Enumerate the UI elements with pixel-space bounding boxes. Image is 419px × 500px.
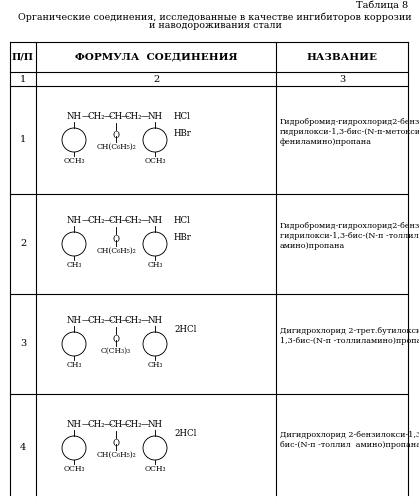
Text: 2: 2 [20,240,26,248]
Text: —: — [103,316,112,325]
Text: O: O [112,235,119,244]
Text: OCH₃: OCH₃ [63,465,85,473]
Text: O: O [112,131,119,140]
Text: и наводороживания стали: и наводороживания стали [149,21,282,30]
Text: C(CH₃)₃: C(CH₃)₃ [101,347,131,355]
Text: Гидробромид-гидрохлорид2-бенз-
гидрилокси-1,3-бис-(N-п -толлил-
амино)пропана: Гидробромид-гидрохлорид2-бенз- гидрилокс… [280,222,419,250]
Text: —: — [103,420,112,429]
Text: 3: 3 [20,340,26,348]
Text: CH₂: CH₂ [124,316,142,325]
Text: —: — [103,216,112,225]
Text: CH₂: CH₂ [124,420,142,429]
Text: 2HCl: 2HCl [174,428,197,438]
Text: —: — [121,420,129,429]
Text: —: — [121,112,129,121]
Text: CH(C₆H₅)₂: CH(C₆H₅)₂ [96,451,136,459]
Text: —: — [141,316,149,325]
Text: Дигидрохлорид 2-трет.бутилокси-
1,3-бис-(N-п -толлиламино)пропана: Дигидрохлорид 2-трет.бутилокси- 1,3-бис-… [280,327,419,345]
Text: —: — [82,112,91,121]
Text: CH₂: CH₂ [87,216,105,225]
Text: CH₃: CH₃ [147,261,163,269]
Text: NH: NH [147,316,163,325]
Text: 2: 2 [153,74,159,84]
Text: CH₂: CH₂ [87,112,105,121]
Text: OCH₃: OCH₃ [144,157,166,165]
Text: OCH₃: OCH₃ [144,465,166,473]
Text: —: — [141,216,149,225]
Text: CH: CH [109,420,123,429]
Text: NH: NH [67,420,82,429]
Text: CH: CH [109,316,123,325]
Text: —: — [82,420,91,429]
Text: —: — [82,216,91,225]
Text: NH: NH [147,112,163,121]
Text: 2HCl: 2HCl [174,324,197,334]
Text: Гидробромид-гидрохлорид2-бенз-
гидрилокси-1,3-бис-(N-п-метокси-
фениламино)пропа: Гидробромид-гидрохлорид2-бенз- гидрилокс… [280,118,419,146]
Text: O: O [112,335,119,344]
Text: П/П: П/П [12,52,34,62]
Text: —: — [82,316,91,325]
Text: CH₂: CH₂ [124,112,142,121]
Text: 1: 1 [20,74,26,84]
Text: CH: CH [109,112,123,121]
Text: CH(C₆H₅)₂: CH(C₆H₅)₂ [96,247,136,255]
Text: HCl
HBr: HCl HBr [174,216,192,242]
Text: —: — [141,112,149,121]
Text: HCl
HBr: HCl HBr [174,112,192,138]
Text: NH: NH [67,216,82,225]
Text: 1: 1 [20,136,26,144]
Text: NH: NH [147,216,163,225]
Text: CH₃: CH₃ [66,361,82,369]
Text: —: — [103,112,112,121]
Text: NH: NH [147,420,163,429]
Text: НАЗВАНИЕ: НАЗВАНИЕ [307,52,378,62]
Text: 4: 4 [20,444,26,452]
Text: —: — [121,316,129,325]
Text: CH₂: CH₂ [87,316,105,325]
Text: CH₃: CH₃ [66,261,82,269]
Text: CH: CH [109,216,123,225]
Text: Таблица 8: Таблица 8 [356,2,408,11]
Text: NH: NH [67,112,82,121]
Text: CH₃: CH₃ [147,361,163,369]
Text: CH(C₆H₅)₂: CH(C₆H₅)₂ [96,143,136,151]
Text: O: O [112,439,119,448]
Text: OCH₃: OCH₃ [63,157,85,165]
Text: CH₂: CH₂ [87,420,105,429]
Text: CH₂: CH₂ [124,216,142,225]
Text: ФОРМУЛА  СОЕДИНЕНИЯ: ФОРМУЛА СОЕДИНЕНИЯ [75,52,237,62]
Text: NH: NH [67,316,82,325]
Text: 3: 3 [339,74,345,84]
Text: Дигидрохлорид 2-бензилокси-1,3-
бис-(N-п -толлил  амино)пропана: Дигидрохлорид 2-бензилокси-1,3- бис-(N-п… [280,431,419,449]
Text: —: — [121,216,129,225]
Text: —: — [141,420,149,429]
Text: Органические соединения, исследованные в качестве ингибиторов коррозии: Органические соединения, исследованные в… [18,13,412,22]
